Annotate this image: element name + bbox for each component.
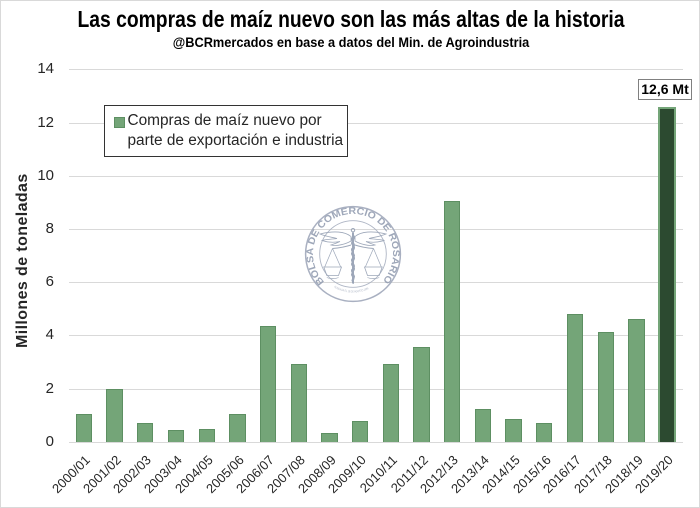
svg-text:FUNDADA EL 18 DE AGOSTO 1884: FUNDADA EL 18 DE AGOSTO 1884 (334, 285, 370, 294)
